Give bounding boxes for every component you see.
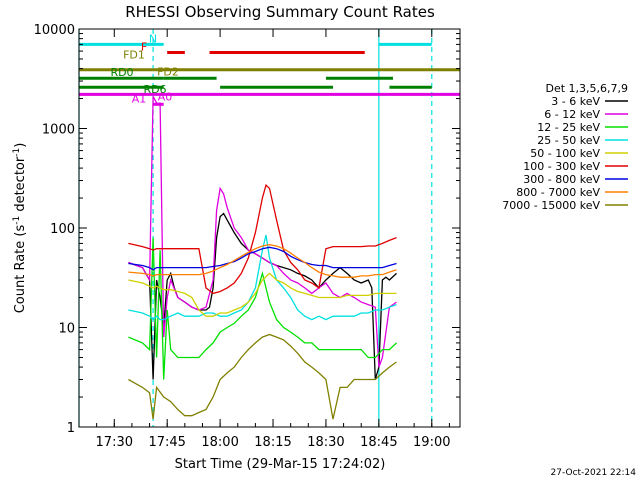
series-line-5 [128, 183, 397, 295]
y-tick-label: 100 [50, 222, 75, 237]
x-tick-label: 17:45 [148, 435, 185, 450]
series-line-8 [128, 333, 397, 420]
y-axis-label: Count Rate (s-1 detector-1) [12, 143, 28, 314]
legend-title: Det 1,3,5,6,7,9 [545, 82, 628, 95]
y-label-main: Count Rate (s [13, 225, 28, 314]
series-line-4 [128, 272, 397, 317]
y-label-end: ) [13, 143, 28, 148]
series-line-3 [128, 234, 397, 321]
x-axis-label: Start Time (29-Mar-15 17:24:02) [175, 457, 386, 472]
y-tick-label: 10 [58, 322, 75, 337]
flag-label-f: F [141, 41, 147, 54]
flag-label-a0: A0 [158, 90, 173, 103]
legend-label-6: 300 - 800 keV [523, 173, 600, 186]
series-line-0 [128, 212, 397, 380]
series-layer [128, 96, 397, 420]
legend-label-2: 12 - 25 keV [537, 121, 600, 134]
flag-label-rd0: RD0 [110, 66, 133, 79]
legend-label-4: 50 - 100 keV [530, 147, 600, 160]
series-line-7 [128, 244, 397, 278]
y-axis: 1 10 100 1000 10000 [34, 23, 460, 436]
legend-label-7: 800 - 7000 keV [516, 186, 600, 199]
flag-label-a1: A1 [132, 92, 147, 105]
x-tick-label: 17:30 [96, 435, 133, 450]
x-tick-label: 18:30 [307, 435, 344, 450]
legend-label-5: 100 - 300 keV [523, 160, 600, 173]
y-label-sup2: -1 [12, 148, 22, 157]
x-tick-label: 18:15 [254, 435, 291, 450]
footer-date: 27-Oct-2021 22:14 [551, 468, 637, 478]
chart-title: RHESSI Observing Summary Count Rates [125, 3, 435, 21]
legend-label-8: 7000 - 15000 keV [502, 199, 600, 212]
series-line-2 [128, 237, 397, 380]
series-line-1 [128, 96, 397, 368]
y-tick-label: 1000 [42, 123, 75, 138]
x-axis: 17:30 17:45 18:00 18:15 18:30 18:45 19:00 [78, 29, 451, 450]
legend-label-3: 25 - 50 keV [537, 134, 600, 147]
flag-label-fd2: FD2 [157, 66, 179, 79]
y-label-mid: detector [13, 156, 28, 216]
x-tick-label: 18:45 [360, 435, 397, 450]
legend-label-1: 6 - 12 keV [544, 108, 600, 121]
y-label-sup1: -1 [12, 216, 22, 225]
series-line-6 [128, 246, 397, 271]
flag-label-fd1: FD1 [123, 49, 145, 62]
legend-label-0: 3 - 6 keV [551, 95, 600, 108]
x-tick-label: 18:00 [201, 435, 238, 450]
flag-label-n: N [149, 32, 157, 45]
x-tick-label: 19:00 [413, 435, 450, 450]
y-tick-label: 1 [67, 421, 75, 436]
y-tick-label: 10000 [34, 23, 75, 38]
